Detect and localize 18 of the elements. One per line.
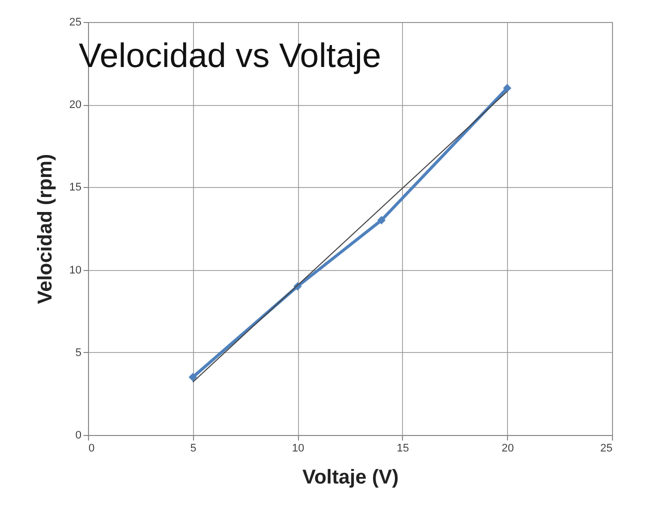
y-axis-title: Velocidad (rpm) (34, 154, 56, 304)
point (503, 84, 512, 92)
x-tick-label: 20 (502, 442, 514, 454)
chart-title: Velocidad vs Voltaje (78, 37, 382, 75)
y-tick-label: 20 (69, 99, 82, 112)
y-tick-label: 5 (75, 346, 82, 359)
y-tick-label: 0 (75, 430, 82, 442)
point (377, 216, 386, 224)
y-tick-label: 25 (69, 16, 82, 28)
x-tick-label: 5 (190, 442, 196, 454)
x-tick-label: 10 (292, 442, 304, 454)
x-tick-label: 0 (88, 442, 95, 454)
x-tick-label: 15 (396, 442, 410, 454)
y-tick-label: 10 (69, 264, 82, 276)
point (188, 372, 197, 382)
x-tick-label: 25 (600, 442, 612, 454)
y-tick-label: 15 (69, 182, 82, 194)
x-axis-title: Voltaje (V) (302, 466, 399, 488)
